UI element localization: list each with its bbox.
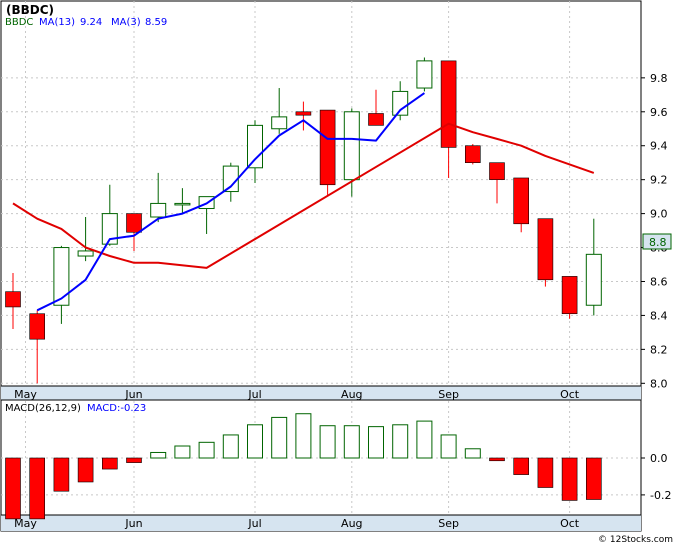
price-y-tick-label: 9.2 <box>650 174 668 187</box>
macd-x-tick-label: Jun <box>124 517 142 530</box>
macd-x-tick-label: Aug <box>341 517 362 530</box>
candle-body-down <box>29 313 46 340</box>
x-ticks: May May Jun Jun Jul Jul Aug Aug Sep Sep Oct Oct <box>14 388 580 530</box>
candle-body-up <box>222 165 239 193</box>
macd-bar-negative <box>53 457 70 492</box>
macd-x-tick-label: Jul <box>247 517 261 530</box>
candle-body-up <box>416 60 433 89</box>
candle-body-up <box>585 253 602 306</box>
price-y-tick-label: 8.6 <box>650 275 668 288</box>
watermark: © 12Stocks.com <box>598 535 673 545</box>
macd-x-tick-label: May <box>14 517 37 530</box>
legend-ma2-value: 8.59 <box>145 17 167 28</box>
macd-y-ticks: 0.0 -0.2 <box>641 452 671 502</box>
candle-body-down <box>513 177 530 225</box>
candle-body-down <box>368 113 384 126</box>
macd-params-label: MACD(26,12,9) <box>5 403 81 414</box>
macd-bar-positive <box>392 424 409 459</box>
candle-body-down <box>537 218 554 281</box>
candle-body-down <box>319 109 336 186</box>
macd-bar-negative <box>585 457 602 500</box>
price-y-tick-label: 8.2 <box>650 343 668 356</box>
macd-bar-negative <box>537 457 554 488</box>
macd-bar-negative <box>102 457 118 470</box>
macd-bar-negative <box>126 457 142 463</box>
price-x-tick-label: Sep <box>438 388 459 401</box>
macd-bar-positive <box>174 445 191 459</box>
candle-body-up <box>53 247 70 306</box>
price-x-tick-label: Jun <box>124 388 142 401</box>
candle-body-up <box>247 124 263 169</box>
macd-x-tick-label: Oct <box>560 517 580 530</box>
price-y-tick-label: 9.8 <box>650 72 668 85</box>
macd-bar-positive <box>222 434 239 459</box>
candle-body-down <box>561 276 578 315</box>
macd-bar-positive <box>464 448 481 459</box>
price-y-tick-label: 8.4 <box>650 309 668 322</box>
price-x-tick-label: May <box>14 388 37 401</box>
candle-body-down <box>440 60 457 148</box>
macd-bar-positive <box>295 413 312 459</box>
current-price-box <box>642 233 672 250</box>
price-x-tick-label: Oct <box>560 388 580 401</box>
macd-bar-positive <box>416 420 433 459</box>
macd-bar-positive <box>343 425 360 459</box>
macd-bars <box>5 413 602 520</box>
macd-bar-positive <box>440 434 457 459</box>
legend-symbol: BBDC <box>5 17 33 28</box>
macd-bar-negative <box>561 457 578 501</box>
candle-body-up <box>343 111 360 181</box>
candle-body-up <box>174 202 191 206</box>
candle-body-up <box>101 213 118 245</box>
price-y-ticks: 8.0 8.2 8.4 8.6 8.8 9.0 9.2 9.4 9.6 9.8 <box>641 72 668 390</box>
macd-bar-negative <box>489 457 505 462</box>
macd-bar-positive <box>368 426 384 459</box>
price-y-tick-label: 9.0 <box>650 208 668 221</box>
price-x-tick-label: Jul <box>247 388 261 401</box>
price-x-tick-label: Aug <box>341 388 362 401</box>
moving-average-lines <box>12 92 595 312</box>
candle-body-down <box>295 111 312 116</box>
macd-bar-negative <box>77 457 94 483</box>
macd-bar-positive <box>150 451 167 459</box>
legend-ma1-label: MA(13) <box>39 17 75 28</box>
chart-title: (BBDC) <box>6 3 54 17</box>
macd-x-axis-band <box>1 515 641 531</box>
macd-bar-positive <box>198 441 215 459</box>
legend-ma2-label: MA(3) <box>111 17 141 28</box>
macd-bar-negative <box>513 457 530 475</box>
candle-body-up <box>150 202 167 218</box>
macd-bar-negative <box>29 457 46 520</box>
price-y-tick-label: 8.0 <box>650 377 668 390</box>
macd-bar-negative <box>5 457 21 520</box>
price-panel <box>0 0 642 402</box>
candle-body-up <box>392 90 409 116</box>
legend-ma1-value: 9.24 <box>80 17 102 28</box>
ma-line <box>36 92 425 312</box>
price-y-tick-label: 9.4 <box>650 140 668 153</box>
macd-bar-positive <box>319 425 336 459</box>
price-y-tick-label: 9.6 <box>650 106 668 119</box>
candle-body-down <box>126 213 142 233</box>
candles <box>5 57 602 384</box>
ma-line <box>12 122 595 269</box>
candle-body-down <box>464 145 481 163</box>
current-price-label: 8.8 <box>649 236 667 249</box>
macd-bar-positive <box>247 424 263 459</box>
candle-body-down <box>5 291 21 308</box>
candle-body-down <box>489 162 505 180</box>
macd-y-tick-label: 0.0 <box>650 452 668 465</box>
candle-body-up <box>271 116 288 130</box>
price-x-axis-band <box>1 386 641 401</box>
macd-x-tick-label: Sep <box>438 517 459 530</box>
macd-y-tick-label: -0.2 <box>650 489 671 502</box>
macd-bar-positive <box>271 416 288 459</box>
candle-body-up <box>77 250 94 257</box>
macd-value-label: MACD:-0.23 <box>87 403 146 414</box>
